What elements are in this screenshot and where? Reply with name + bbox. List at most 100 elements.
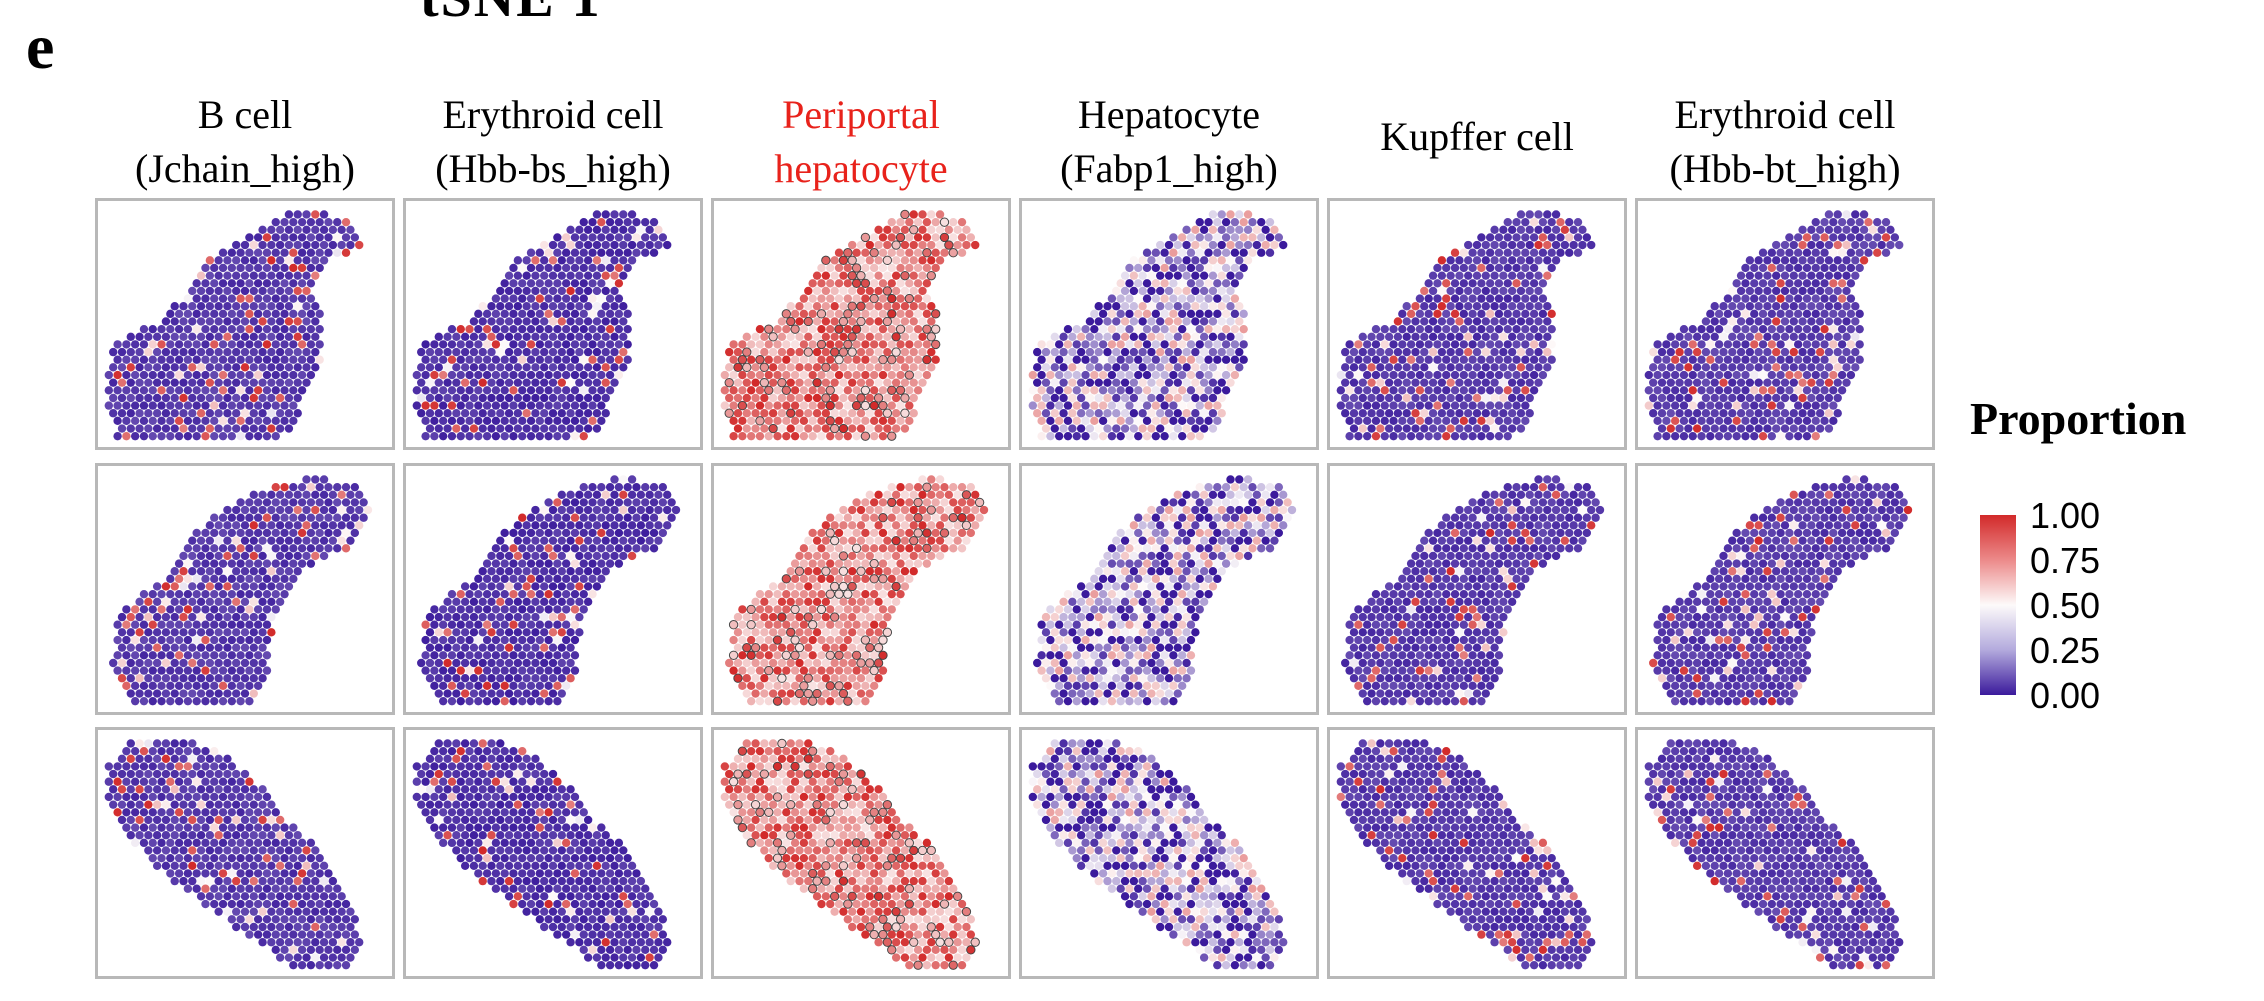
spot [1714, 309, 1724, 319]
spot [1217, 332, 1226, 341]
spot [834, 355, 844, 365]
spot [1763, 332, 1772, 341]
spot [245, 513, 254, 522]
spot [232, 256, 241, 265]
spot [905, 574, 914, 584]
spot [834, 528, 844, 538]
spot [838, 566, 849, 576]
spot [1090, 401, 1099, 410]
spot [812, 658, 822, 668]
spot [183, 431, 193, 441]
spot [1283, 498, 1292, 507]
spot [174, 635, 184, 645]
spot [1204, 279, 1213, 288]
spot [130, 386, 140, 395]
spot [258, 490, 267, 499]
spot [614, 324, 624, 334]
spot [548, 286, 558, 296]
spot [1248, 248, 1257, 257]
spot [738, 416, 747, 426]
spot [535, 589, 545, 599]
spot [122, 666, 131, 675]
spot [1789, 378, 1798, 387]
spot [201, 309, 210, 319]
spot [887, 248, 896, 257]
spot [1833, 378, 1842, 387]
spot [896, 370, 905, 380]
spot [874, 302, 883, 311]
spot [1776, 416, 1785, 426]
spot [500, 605, 509, 614]
spot [1186, 263, 1196, 273]
spot [258, 505, 267, 515]
spot [245, 431, 254, 441]
spot [826, 544, 835, 553]
spot [1468, 355, 1477, 364]
spot [262, 340, 272, 349]
spot [1125, 263, 1134, 273]
spot [1270, 536, 1279, 545]
spot [170, 582, 179, 591]
spot [852, 248, 861, 257]
spot [460, 628, 470, 637]
spot [487, 674, 496, 683]
spot [328, 505, 338, 515]
spot [1090, 574, 1099, 584]
spot [482, 309, 492, 319]
spot [271, 401, 280, 410]
spot [1195, 248, 1204, 257]
spot [192, 370, 201, 380]
spot [1833, 256, 1842, 265]
spot [738, 340, 747, 349]
spot [808, 401, 817, 410]
spatial-map-tile [1019, 463, 1319, 715]
spot [799, 589, 809, 599]
spot [583, 567, 593, 576]
spot [1820, 370, 1829, 380]
spot [1107, 589, 1117, 599]
spot [148, 355, 157, 364]
spot [1221, 217, 1231, 227]
spot [808, 431, 817, 441]
spot [311, 363, 320, 372]
spot [1252, 490, 1262, 499]
spot [1094, 409, 1103, 418]
spot [1807, 302, 1816, 311]
spot [926, 505, 936, 515]
spot [839, 409, 848, 418]
spot [1793, 324, 1803, 334]
spot [632, 248, 641, 257]
spot [1864, 233, 1873, 242]
spot [1450, 340, 1460, 349]
spot [1481, 286, 1490, 296]
spot [1235, 271, 1244, 280]
spot [223, 536, 232, 545]
spot [1142, 370, 1152, 380]
spot [962, 505, 971, 515]
spot [1265, 528, 1275, 538]
spot [214, 286, 223, 296]
spot [777, 424, 787, 433]
spot [883, 597, 892, 606]
spot [1565, 217, 1574, 227]
spot [1859, 210, 1869, 219]
spot [1037, 386, 1046, 395]
spot [284, 393, 294, 403]
spot [971, 490, 980, 499]
spot [1837, 248, 1847, 257]
spot [1842, 271, 1851, 280]
spot [887, 263, 896, 273]
spot [196, 689, 206, 698]
spot [782, 416, 791, 426]
spot [1868, 240, 1878, 250]
spot [1428, 347, 1438, 357]
spot [852, 355, 861, 364]
spot [1732, 416, 1741, 426]
spot [1855, 340, 1864, 349]
spot [794, 566, 805, 576]
spot [1701, 424, 1711, 433]
spot [1415, 324, 1425, 334]
spot [1398, 401, 1407, 410]
spot [760, 347, 769, 357]
spot [1033, 409, 1042, 418]
